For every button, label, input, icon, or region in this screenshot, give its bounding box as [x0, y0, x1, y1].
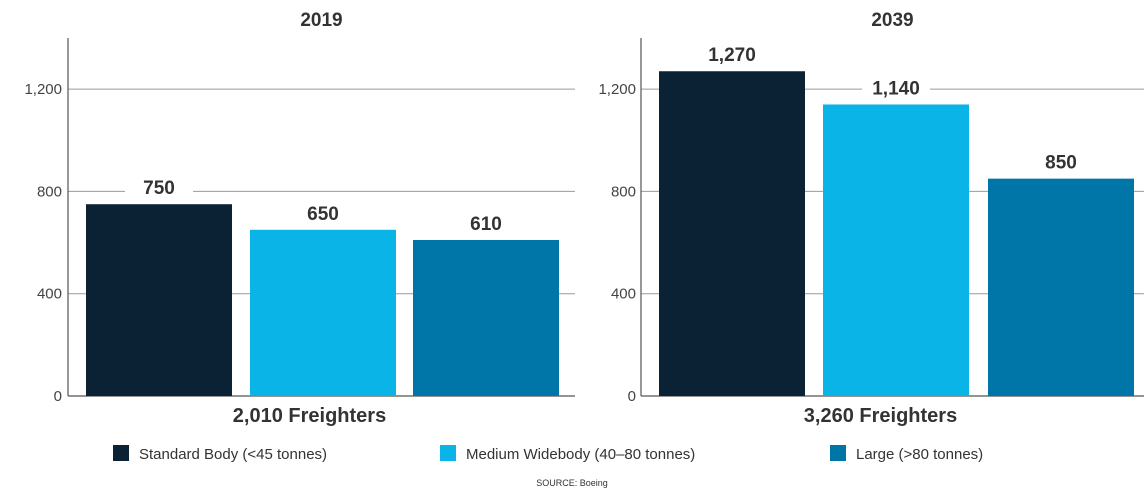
y-tick-label: 0: [628, 388, 636, 405]
y-tick-label: 1,200: [598, 81, 636, 98]
data-label-bg: [862, 77, 930, 100]
data-label: 650: [307, 204, 339, 225]
bar: [250, 229, 396, 396]
total-label: 3,260 Freighters: [804, 405, 957, 427]
data-label: 850: [1045, 153, 1077, 174]
source-note: SOURCE: Boeing: [536, 478, 608, 488]
y-tick-label: 1,200: [24, 81, 62, 98]
data-label: 1,140: [872, 78, 920, 99]
chart-title: 2019: [300, 10, 342, 31]
total-label: 2,010 Freighters: [233, 405, 386, 427]
legend: Standard Body (<45 tonnes) Medium Widebod…: [113, 445, 983, 463]
y-tick-label: 800: [611, 183, 636, 200]
data-label-bg: [452, 213, 520, 236]
bar: [413, 240, 559, 396]
chart-title: 2039: [871, 10, 913, 31]
legend-swatch: [830, 445, 846, 461]
panel-2039: 2039 0 400 800 1,200 1,270 1,140 850 3,260 Freig…: [598, 10, 1144, 427]
legend-swatch: [440, 445, 456, 461]
legend-label: Standard Body (<45 tonnes): [139, 446, 327, 463]
data-label-bg: [125, 177, 193, 200]
legend-label: Medium Widebody (40–80 tonnes): [466, 446, 695, 463]
bar: [659, 71, 805, 396]
legend-swatch: [113, 445, 129, 461]
data-label-bg: [1027, 151, 1095, 174]
y-tick-label: 400: [37, 286, 62, 303]
y-tick-label: 400: [611, 286, 636, 303]
panel-2019: 2019 0 400 800 1,200 750 650 610 2,010 Freighter…: [24, 10, 575, 427]
legend-label: Large (>80 tonnes): [856, 446, 983, 463]
bar: [988, 178, 1134, 396]
bar: [86, 204, 232, 396]
data-label: 610: [470, 214, 502, 235]
data-label: 750: [143, 178, 175, 199]
y-tick-label: 0: [54, 388, 62, 405]
data-label: 1,270: [708, 45, 756, 66]
bar: [823, 104, 969, 396]
data-label-bg: [698, 44, 766, 67]
y-tick-label: 800: [37, 183, 62, 200]
data-label-bg: [289, 202, 357, 225]
